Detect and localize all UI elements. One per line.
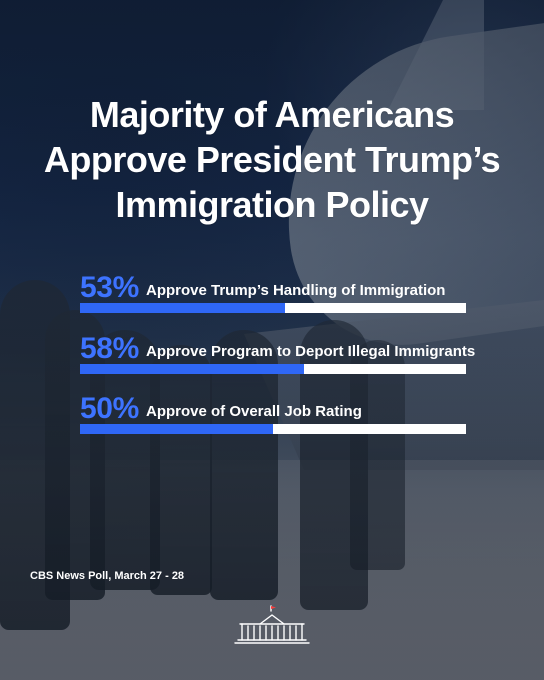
category-label-3: Approve of Overall Job Rating: [146, 403, 362, 420]
chart-title-line-2: Approve President Trump’s: [43, 139, 501, 180]
poll-stat-3: 50% Approve of Overall Job Rating: [80, 393, 470, 443]
outer-walls: [241, 623, 303, 641]
value-label-2: 58%: [80, 332, 139, 365]
source-note: CBS News Poll, March 27 - 28: [30, 570, 185, 582]
flag: [271, 606, 276, 609]
bar-track-2: [80, 364, 466, 374]
white-house-outline: [234, 605, 310, 644]
bar-3: [80, 424, 273, 434]
background-person: [150, 345, 212, 595]
background-person: [210, 330, 278, 600]
pediment: [259, 614, 285, 625]
chart-title-line-1: Majority of Americans: [89, 94, 455, 135]
columns: [247, 625, 297, 641]
white-house-icon: [232, 604, 312, 646]
category-label-1: Approve Trump’s Handling of Immigration: [146, 282, 446, 299]
bar-track-1: [80, 303, 466, 313]
bar-1: [80, 303, 285, 313]
chart-title-line-3: Immigration Policy: [115, 184, 429, 225]
value-label-1: 53%: [80, 271, 139, 304]
bar-track-3: [80, 424, 466, 434]
white-house-logo-svg: [234, 605, 310, 644]
category-label-2: Approve Program to Deport Illegal Immigr…: [146, 343, 476, 360]
bar-2: [80, 364, 304, 374]
background-person: [350, 340, 405, 570]
poll-stat-1: 53% Approve Trump’s Handling of Immigrat…: [80, 272, 470, 322]
poll-stat-2: 58% Approve Program to Deport Illegal Im…: [80, 332, 475, 383]
value-label-3: 50%: [80, 392, 139, 425]
